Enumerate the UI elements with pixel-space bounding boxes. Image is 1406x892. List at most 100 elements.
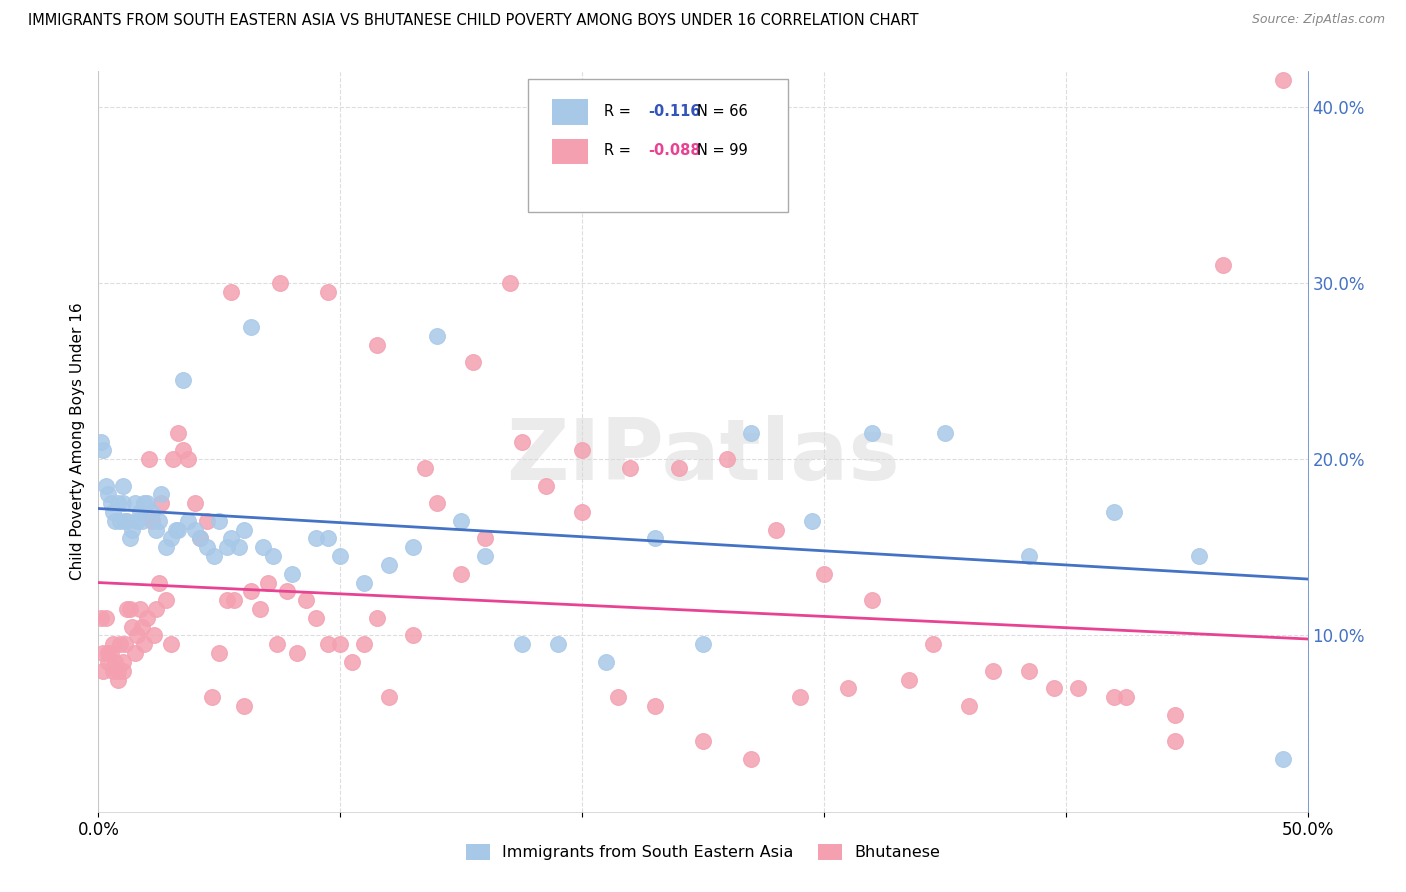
Point	[281, 566, 304, 581]
Point	[128, 505, 150, 519]
Point	[131, 619, 153, 633]
Point	[692, 734, 714, 748]
Point	[765, 523, 787, 537]
Point	[316, 532, 339, 546]
Point	[145, 523, 167, 537]
Point	[100, 496, 122, 510]
Point	[91, 646, 114, 660]
Point	[148, 514, 170, 528]
Point	[571, 505, 593, 519]
Point	[510, 637, 533, 651]
Text: IMMIGRANTS FROM SOUTH EASTERN ASIA VS BHUTANESE CHILD POVERTY AMONG BOYS UNDER 1: IMMIGRANTS FROM SOUTH EASTERN ASIA VS BH…	[28, 13, 918, 29]
Point	[716, 452, 738, 467]
Point	[221, 532, 243, 546]
Point	[305, 611, 328, 625]
Point	[740, 752, 762, 766]
Point	[474, 532, 496, 546]
Point	[131, 514, 153, 528]
Point	[215, 593, 238, 607]
Point	[172, 373, 194, 387]
Point	[252, 541, 274, 555]
Point	[107, 664, 129, 678]
Text: R =: R =	[603, 103, 636, 119]
Point	[285, 646, 308, 660]
Point	[256, 575, 278, 590]
Point	[155, 593, 177, 607]
Y-axis label: Child Poverty Among Boys Under 16: Child Poverty Among Boys Under 16	[69, 302, 84, 581]
Point	[114, 637, 136, 651]
Point	[127, 628, 149, 642]
Point	[366, 337, 388, 351]
Point	[134, 637, 156, 651]
Point	[1163, 734, 1185, 748]
Point	[510, 434, 533, 449]
Point	[571, 443, 593, 458]
Point	[1188, 549, 1211, 563]
Point	[222, 593, 245, 607]
Point	[94, 611, 117, 625]
Point	[117, 514, 139, 528]
Point	[91, 664, 114, 678]
Point	[111, 496, 134, 510]
Point	[90, 434, 112, 449]
Point	[266, 637, 288, 651]
Point	[377, 690, 399, 705]
Point	[232, 523, 254, 537]
Point	[295, 593, 318, 607]
Point	[547, 637, 569, 651]
Point	[204, 549, 226, 563]
Point	[221, 285, 243, 299]
Point	[921, 637, 943, 651]
Point	[101, 637, 124, 651]
Point	[1067, 681, 1090, 696]
Point	[276, 584, 298, 599]
Point	[111, 478, 134, 492]
Point	[644, 532, 666, 546]
Point	[474, 549, 496, 563]
Point	[97, 487, 120, 501]
Point	[789, 690, 811, 705]
Point	[232, 698, 254, 713]
Point	[160, 637, 183, 651]
Point	[692, 637, 714, 651]
Point	[107, 496, 129, 510]
Point	[800, 514, 823, 528]
Point	[162, 452, 184, 467]
Point	[121, 619, 143, 633]
Point	[595, 655, 617, 669]
Legend: Immigrants from South Eastern Asia, Bhutanese: Immigrants from South Eastern Asia, Bhut…	[460, 838, 946, 867]
Point	[215, 541, 238, 555]
Point	[329, 637, 352, 651]
Point	[148, 575, 170, 590]
Point	[101, 505, 124, 519]
Point	[239, 320, 262, 334]
Point	[94, 478, 117, 492]
Point	[167, 523, 190, 537]
Point	[1102, 505, 1125, 519]
Point	[97, 655, 120, 669]
Point	[177, 452, 200, 467]
Text: -0.088: -0.088	[648, 143, 702, 158]
Point	[117, 602, 139, 616]
Point	[329, 549, 352, 563]
Point	[104, 514, 127, 528]
Point	[413, 461, 436, 475]
Point	[155, 541, 177, 555]
Point	[316, 637, 339, 651]
Point	[1163, 707, 1185, 722]
Point	[141, 505, 163, 519]
Point	[463, 355, 485, 369]
Point	[402, 628, 425, 642]
Point	[934, 425, 956, 440]
FancyBboxPatch shape	[527, 78, 787, 212]
Point	[118, 532, 141, 546]
Point	[837, 681, 859, 696]
Text: N = 99: N = 99	[697, 143, 748, 158]
Point	[107, 673, 129, 687]
Point	[269, 276, 291, 290]
Point	[426, 496, 449, 510]
Point	[366, 611, 388, 625]
Point	[228, 541, 250, 555]
Text: ZIPatlas: ZIPatlas	[506, 415, 900, 498]
Point	[177, 514, 200, 528]
